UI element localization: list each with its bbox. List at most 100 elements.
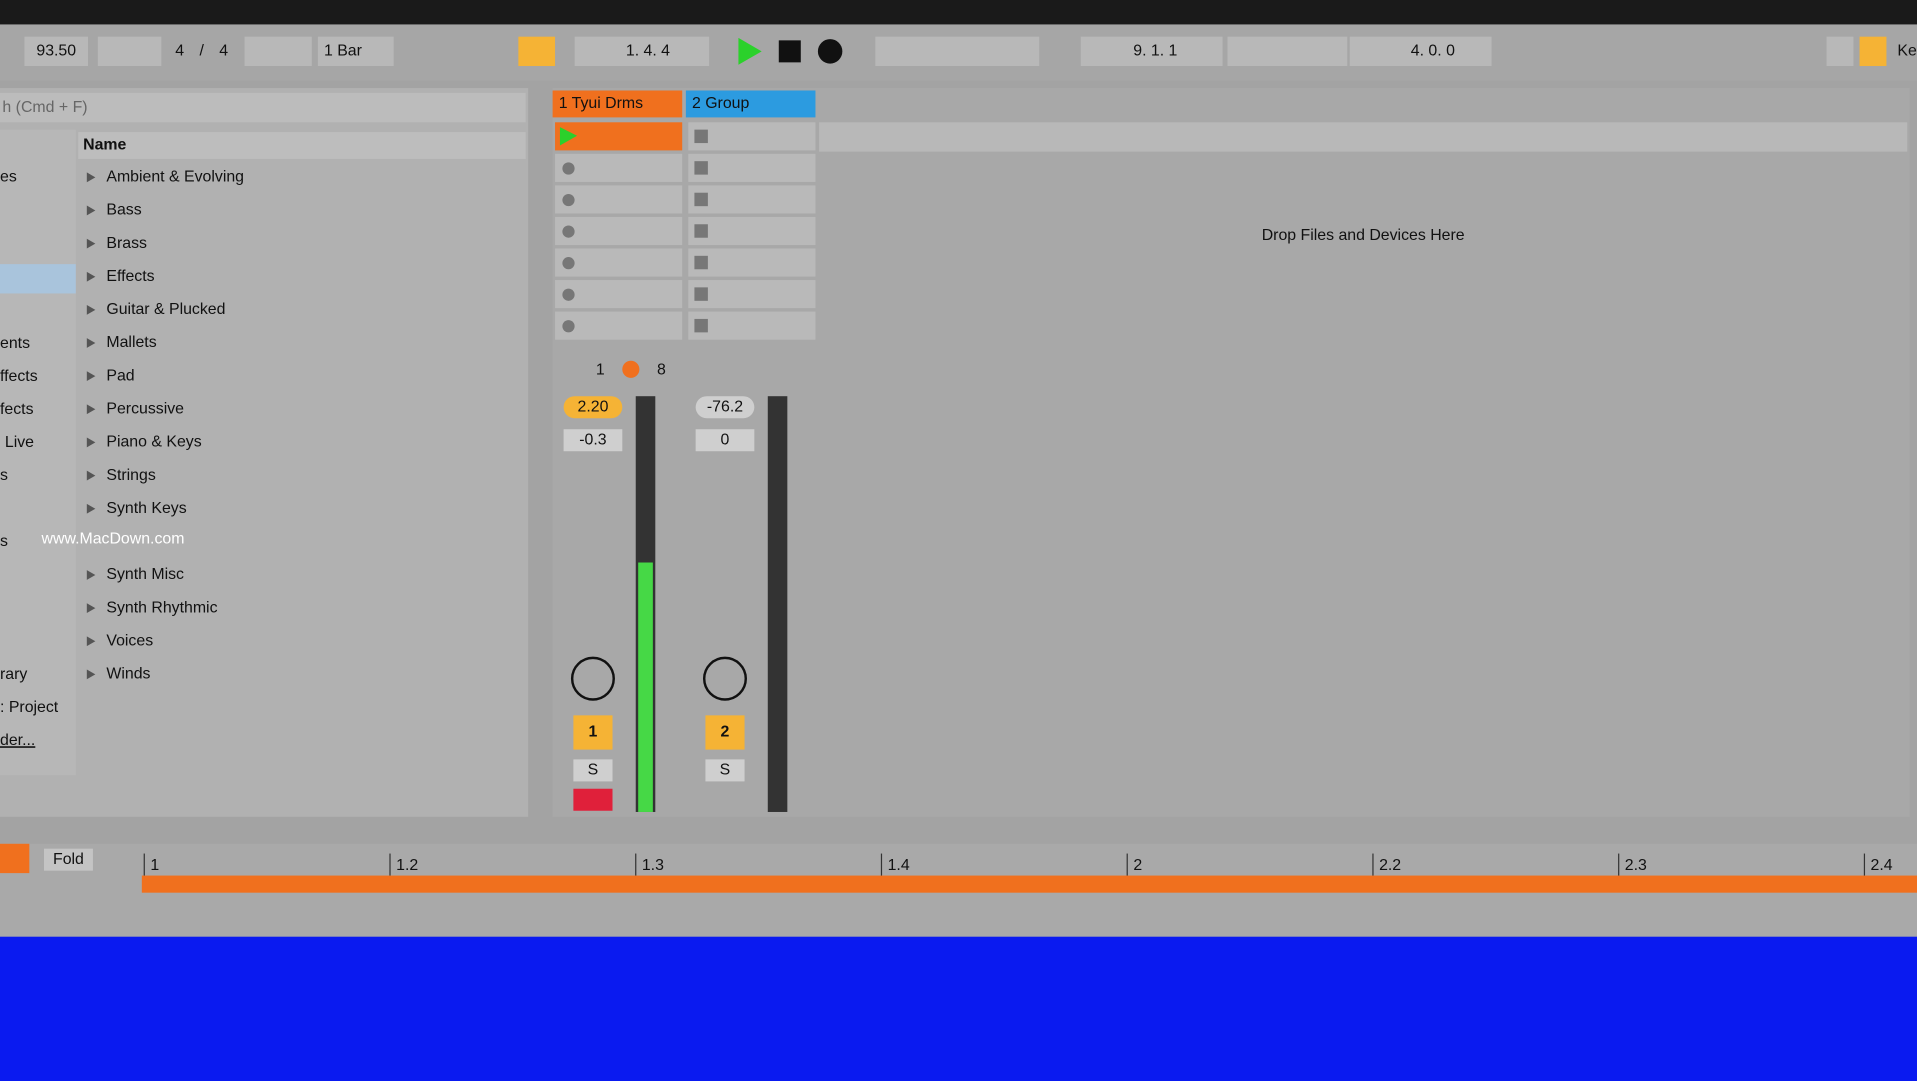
track-activator[interactable] <box>573 715 613 750</box>
volume-box[interactable] <box>563 396 623 419</box>
position-box[interactable] <box>574 36 710 67</box>
expand-arrow[interactable] <box>86 636 96 647</box>
column-name[interactable]: Name <box>83 137 126 154</box>
browser-item[interactable]: Synth Rhythmic <box>106 599 217 616</box>
track-activator[interactable] <box>705 715 745 750</box>
clip-slot[interactable] <box>555 248 683 277</box>
fold-button[interactable] <box>44 848 93 871</box>
browser-item[interactable]: Winds <box>106 666 150 683</box>
pan[interactable]: 0 <box>721 431 730 448</box>
expand-arrow[interactable] <box>86 304 96 315</box>
record-slot[interactable] <box>562 320 575 333</box>
arm-button[interactable] <box>573 788 613 811</box>
track-header[interactable] <box>685 90 816 118</box>
stop-button[interactable] <box>778 40 801 63</box>
pan-box[interactable] <box>695 429 755 452</box>
sidebar-item[interactable]: ents <box>0 335 30 352</box>
key-label[interactable]: Ke <box>1897 43 1917 60</box>
sig-den[interactable]: 4 <box>219 43 228 60</box>
tempo[interactable]: 93.50 <box>36 43 76 60</box>
quantize[interactable]: 1 Bar <box>324 43 363 60</box>
search-placeholder[interactable]: h (Cmd + F) <box>2 99 87 116</box>
sidebar-item[interactable]: der... <box>0 732 35 749</box>
stop-slot[interactable] <box>694 192 708 207</box>
stop-slot[interactable] <box>694 287 708 301</box>
browser-item[interactable]: Brass <box>106 235 147 252</box>
io-out[interactable]: 8 <box>657 362 666 379</box>
browser-item[interactable]: Voices <box>106 632 153 649</box>
sidebar-item[interactable]: Live <box>5 434 34 451</box>
expand-arrow[interactable] <box>86 503 96 514</box>
clip-slot[interactable] <box>688 248 816 277</box>
expand-arrow[interactable] <box>86 371 96 382</box>
expand-arrow[interactable] <box>86 404 96 415</box>
browser-item[interactable]: Strings <box>106 467 155 484</box>
record-slot[interactable] <box>562 225 575 238</box>
browser-item[interactable]: Mallets <box>106 334 156 351</box>
tap-box[interactable] <box>97 36 162 67</box>
browser-item[interactable]: Synth Misc <box>106 566 184 583</box>
loop-length-box[interactable] <box>1349 36 1492 67</box>
tempo-box[interactable] <box>24 36 89 67</box>
stop-slot[interactable] <box>694 129 708 144</box>
browser-item[interactable]: Bass <box>106 202 141 219</box>
io-in[interactable]: 1 <box>596 362 605 379</box>
clip-slot[interactable] <box>688 311 816 340</box>
solo[interactable]: S <box>720 762 731 779</box>
sig-num[interactable]: 4 <box>175 43 184 60</box>
sidebar-item[interactable]: es <box>0 169 17 186</box>
fold[interactable]: Fold <box>53 851 84 868</box>
browser-item[interactable]: Synth Keys <box>106 500 186 517</box>
sidebar-item[interactable]: s <box>0 467 8 484</box>
send-knob[interactable] <box>702 656 747 701</box>
play-button[interactable] <box>738 37 762 65</box>
clip-slot[interactable] <box>688 122 816 151</box>
volume-box[interactable] <box>695 396 755 419</box>
record-slot[interactable] <box>562 193 575 207</box>
stop-slot[interactable] <box>694 224 708 238</box>
sidebar-item[interactable]: fects <box>0 401 34 418</box>
solo[interactable]: S <box>588 762 599 779</box>
record-slot[interactable] <box>562 288 575 301</box>
browser-item[interactable]: Guitar & Plucked <box>106 301 225 318</box>
expand-arrow[interactable] <box>86 437 96 448</box>
track-number[interactable]: 2 <box>721 724 730 741</box>
expand-arrow[interactable] <box>86 338 96 348</box>
volume[interactable]: -76.2 <box>707 398 743 415</box>
monitor[interactable] <box>622 360 640 378</box>
solo-button[interactable] <box>705 759 745 782</box>
position[interactable]: 1. 4. 4 <box>626 43 670 60</box>
clip-slot[interactable] <box>555 122 683 151</box>
clip-slot[interactable] <box>688 280 816 309</box>
stop-slot[interactable] <box>694 255 708 270</box>
loop-start-box[interactable] <box>1080 36 1223 67</box>
sidebar-item[interactable]: : Project <box>0 699 59 716</box>
metronome[interactable] <box>244 36 312 67</box>
track-name[interactable]: 2 Group <box>692 95 750 112</box>
clip-play[interactable] <box>559 127 578 146</box>
send-knob[interactable] <box>570 656 615 701</box>
solo-button[interactable] <box>573 759 613 782</box>
pan-box[interactable] <box>563 429 623 452</box>
browser-item[interactable]: Percussive <box>106 400 184 417</box>
loop-length[interactable]: 4. 0. 0 <box>1411 43 1455 60</box>
draw-mode[interactable] <box>1826 36 1854 67</box>
sidebar-item[interactable]: ffects <box>0 368 38 385</box>
expand-arrow[interactable] <box>86 205 96 216</box>
record-button[interactable] <box>817 39 843 64</box>
clip-slot[interactable] <box>555 185 683 214</box>
clip-slot[interactable] <box>555 216 683 246</box>
record-slot[interactable] <box>562 257 575 270</box>
browser-item[interactable]: Effects <box>106 268 154 285</box>
expand-arrow[interactable] <box>86 470 96 481</box>
clip-slot[interactable] <box>688 185 816 214</box>
expand-arrow[interactable] <box>86 238 96 249</box>
volume[interactable]: 2.20 <box>577 398 608 415</box>
browser-item[interactable]: Piano & Keys <box>106 434 201 451</box>
loop-start[interactable]: 9. 1. 1 <box>1133 43 1177 60</box>
stop-slot[interactable] <box>694 161 708 175</box>
record-slot[interactable] <box>562 162 575 175</box>
edit-tools[interactable] <box>875 36 1040 67</box>
expand-arrow[interactable] <box>86 271 96 282</box>
follow-button[interactable] <box>518 36 556 67</box>
